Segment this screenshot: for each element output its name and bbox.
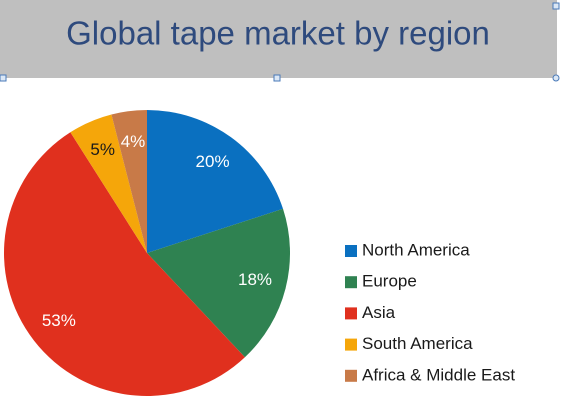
- pie-slice: [147, 110, 284, 253]
- data-label: 20%: [196, 152, 230, 171]
- handle: [552, 2, 560, 10]
- legend: North America Europe Asia South America Afri…: [345, 240, 515, 384]
- legend-swatch: [345, 369, 357, 382]
- chart-title: Global tape market by region: [66, 15, 490, 52]
- legend-label: Africa & Middle East: [362, 365, 515, 384]
- handle: [552, 74, 560, 82]
- pie: 20% 18% 53% 5% 4%: [3, 110, 290, 397]
- legend-swatch: [345, 276, 357, 289]
- data-label: 18%: [238, 270, 272, 289]
- legend-label: North America: [362, 240, 470, 259]
- pie-slice: [3, 132, 245, 397]
- data-label: 5%: [90, 140, 115, 159]
- handle: [273, 74, 281, 82]
- handle: [0, 74, 7, 82]
- legend-label: Asia: [362, 303, 396, 322]
- title-box: [0, 0, 557, 78]
- pie-slice: [111, 110, 147, 253]
- legend-swatch: [345, 245, 357, 257]
- legend-swatch: [345, 338, 357, 351]
- legend-label: South America: [362, 334, 473, 353]
- legend-label: Europe: [362, 272, 417, 291]
- data-label: 4%: [121, 132, 146, 151]
- pie-slice: [147, 208, 290, 358]
- data-label: 53%: [42, 311, 76, 330]
- pie-slice: [70, 114, 147, 253]
- legend-swatch: [345, 307, 357, 320]
- selection-handles: [0, 2, 560, 82]
